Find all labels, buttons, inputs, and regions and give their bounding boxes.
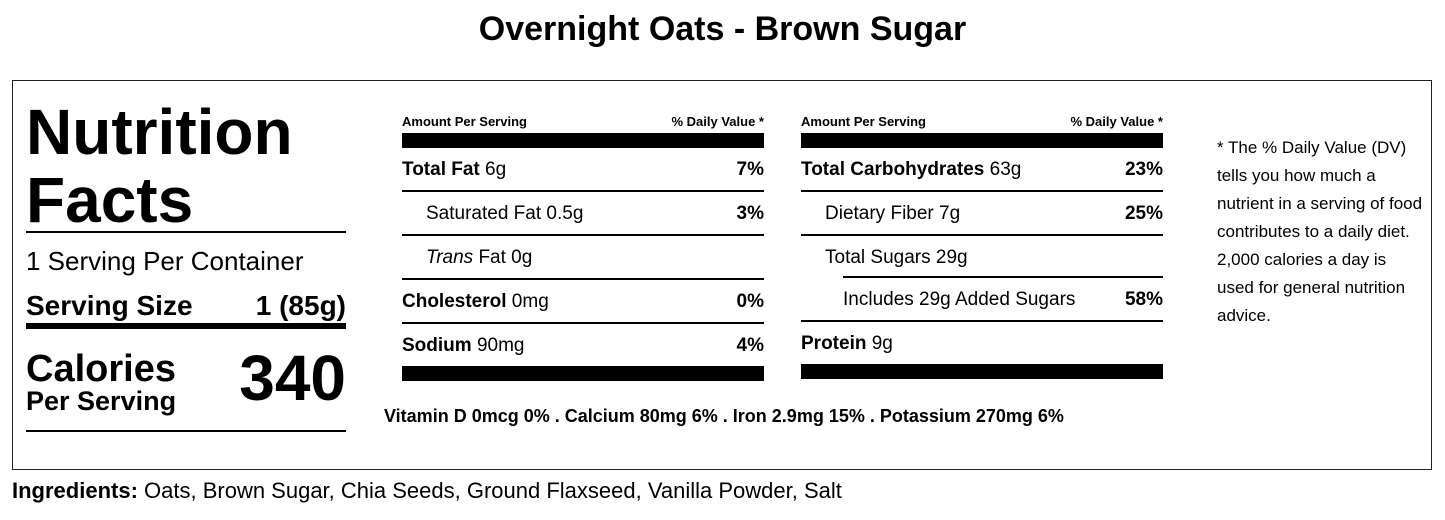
dv-header: % Daily Value * [671,114,765,129]
nutrient-name: Cholesterol [402,291,507,312]
servings-per-container: 1 Serving Per Container [26,246,304,276]
ingredients-text: Oats, Brown Sugar, Chia Seeds, Ground Fl… [137,478,842,503]
ingredients-label: Ingredients: [12,478,138,503]
divider [26,430,346,432]
thick-bar [801,364,1163,379]
thick-divider [26,323,346,329]
nutrient-row-protein: Protein 9g [801,322,1163,364]
nutrient-name: Includes 29g Added Sugars [843,289,1076,310]
nutrient-dv: 58% [1124,289,1163,310]
nutrition-facts-heading: Nutrition [26,96,293,168]
divider [843,276,1163,278]
nutrient-amount: 6g [479,159,507,180]
nutrient-column-1: Amount Per Serving % Daily Value * Total … [402,110,764,381]
nutrient-row-total-carbohydrates: Total Carbohydrates 63g 23% [801,148,1163,192]
nutrition-facts-heading-2: Facts [26,164,194,236]
product-title: Overnight Oats - Brown Sugar [478,10,967,48]
calories-label: Calories [26,348,176,390]
nutrient-amount: 9g [866,333,893,354]
ingredients: Ingredients: Oats, Brown Sugar, Chia See… [12,478,842,504]
nutrient-dv: 4% [736,335,764,356]
nutrient-row-trans-fat: Trans Fat 0g [402,236,764,280]
nutrient-dv: 0% [736,291,764,312]
nutrient-dv: 23% [1124,159,1163,180]
amount-header: Amount Per Serving [402,114,527,129]
nutrient-name: Sodium [402,335,472,356]
nutrient-amount: 0mg [506,291,549,312]
nutrient-column-2: Amount Per Serving % Daily Value * Total … [801,110,1163,379]
nutrient-row-total-sugars: Total Sugars 29g [801,236,1163,278]
serving-size-value: 1 (85g) [255,290,346,321]
calories-value: 340 [239,342,346,414]
serving-size-label: Serving Size [26,290,193,321]
nutrient-row-saturated-fat: Saturated Fat 0.5g 3% [402,192,764,236]
nutrient-name: Total Carbohydrates [801,159,985,180]
nutrient-row-total-fat: Total Fat 6g 7% [402,148,764,192]
nutrient-name: Total Fat [402,159,480,180]
daily-value-footnote: * The % Daily Value (DV) tells you how m… [1217,138,1423,325]
nutrient-dv: 3% [736,203,764,224]
nutrition-label-box [12,80,1432,470]
nutrient-name: Dietary Fiber 7g [825,203,961,224]
nutrient-name: Total Sugars 29g [825,247,968,268]
nutrient-amount: 90mg [471,335,525,356]
nutrient-dv: 7% [736,159,764,180]
thick-bar [801,133,1163,148]
vitamins-minerals: Vitamin D 0mcg 0% . Calcium 80mg 6% . Ir… [384,406,1064,426]
divider [26,231,346,233]
nutrient-row-added-sugars: Includes 29g Added Sugars 58% [801,278,1163,322]
thick-bar [402,366,764,381]
nutrient-name-italic: Trans [426,247,474,268]
nutrient-name: Protein [801,333,867,354]
nutrient-name: Fat 0g [473,247,533,268]
nutrient-row-dietary-fiber: Dietary Fiber 7g 25% [801,192,1163,236]
calories-sub-label: Per Serving [26,386,177,416]
dv-header: % Daily Value * [1070,114,1164,129]
nutrient-name: Saturated Fat 0.5g [426,203,584,224]
nutrient-row-sodium: Sodium 90mg 4% [402,324,764,366]
nutrient-amount: 63g [984,159,1022,180]
amount-header: Amount Per Serving [801,114,926,129]
nutrient-row-cholesterol: Cholesterol 0mg 0% [402,280,764,324]
thick-bar [402,133,764,148]
nutrient-dv: 25% [1124,203,1163,224]
